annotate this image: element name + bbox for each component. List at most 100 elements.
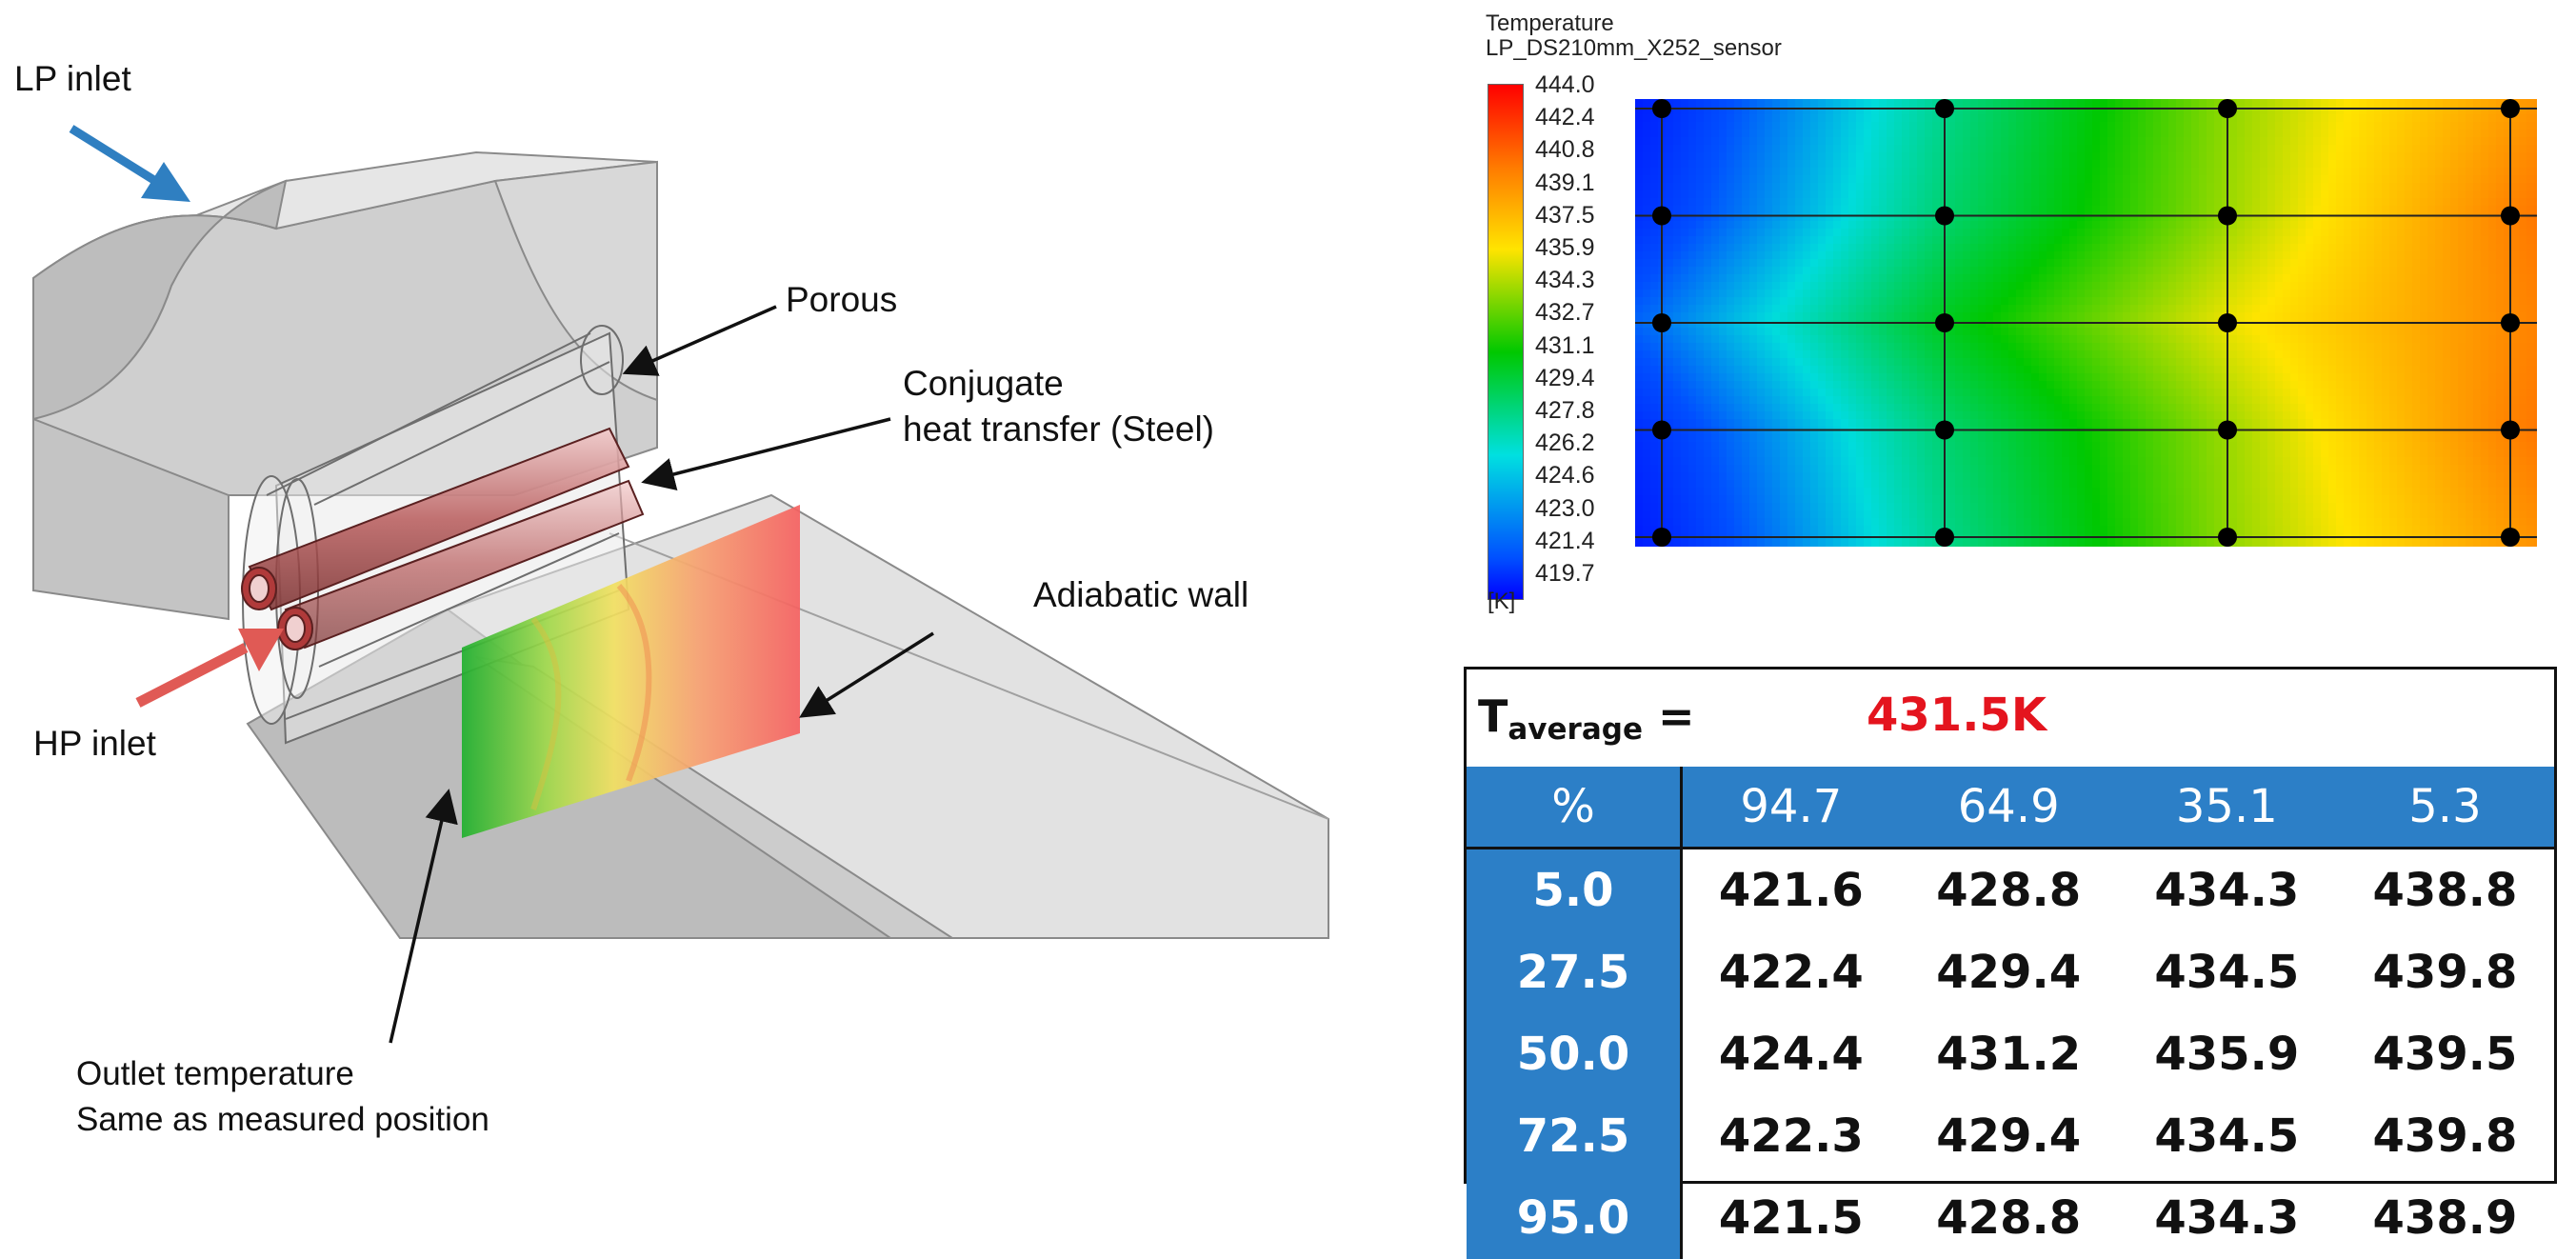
contour-cell	[1696, 305, 1705, 313]
contour-cell	[2336, 145, 2345, 153]
contour-cell	[1673, 122, 1682, 130]
contour-cell	[2283, 244, 2291, 252]
contour-cell	[2488, 381, 2497, 390]
contour-cell	[1643, 145, 1651, 153]
contour-cell	[2405, 122, 2413, 130]
contour-cell	[2427, 320, 2436, 329]
contour-cell	[2130, 404, 2139, 412]
contour-cell	[2328, 335, 2337, 344]
contour-cell	[2245, 198, 2253, 207]
contour-cell	[2511, 236, 2520, 245]
contour-cell	[1917, 183, 1926, 191]
contour-cell	[2397, 244, 2406, 252]
contour-cell	[2100, 175, 2108, 184]
contour-cell	[1887, 99, 1895, 108]
contour-cell	[2351, 373, 2360, 382]
contour-cell	[2184, 404, 2192, 412]
contour-cell	[2283, 396, 2291, 405]
contour-cell	[2534, 137, 2537, 146]
contour-cell	[2526, 122, 2535, 130]
contour-cell	[1795, 389, 1804, 397]
contour-cell	[1826, 389, 1834, 397]
contour-cell	[2184, 160, 2192, 169]
contour-cell	[1696, 373, 1705, 382]
contour-cell	[1894, 152, 1903, 161]
contour-cell	[2069, 213, 2078, 222]
contour-cell	[2351, 221, 2360, 230]
contour-cell	[2389, 236, 2398, 245]
contour-cell	[2146, 358, 2154, 367]
contour-cell	[2237, 229, 2246, 237]
contour-cell	[2389, 206, 2398, 214]
contour-cell	[2427, 190, 2436, 199]
contour-cell	[1894, 99, 1903, 108]
contour-cell	[2176, 160, 2185, 169]
contour-cell	[2100, 366, 2108, 374]
hp-inlet-label: HP inlet	[33, 722, 156, 766]
contour-cell	[1666, 305, 1674, 313]
contour-cell	[2420, 236, 2428, 245]
contour-cell	[2107, 190, 2116, 199]
contour-cell	[2123, 190, 2131, 199]
contour-cell	[2488, 175, 2497, 184]
contour-cell	[1818, 320, 1827, 329]
contour-cell	[2466, 130, 2474, 138]
contour-cell	[2214, 130, 2223, 138]
contour-cell	[2054, 373, 2063, 382]
contour-cell	[2184, 312, 2192, 321]
contour-cell	[2207, 236, 2215, 245]
contour-cell	[1696, 137, 1705, 146]
contour-cell	[1963, 99, 1971, 108]
contour-cell	[2267, 297, 2276, 306]
contour-cell	[1818, 297, 1827, 306]
contour-cell	[2427, 122, 2436, 130]
contour-cell	[2153, 160, 2162, 169]
contour-cell	[1719, 137, 1727, 146]
contour-cell	[2481, 190, 2489, 199]
contour-cell	[2130, 335, 2139, 344]
contour-cell	[2328, 183, 2337, 191]
contour-cell	[1925, 404, 1933, 412]
contour-cell	[2245, 244, 2253, 252]
contour-cell	[1818, 213, 1827, 222]
contour-cell	[1925, 373, 1933, 382]
contour-cell	[2267, 396, 2276, 405]
contour-cell	[2420, 404, 2428, 412]
contour-cell	[1925, 183, 1933, 191]
contour-cell	[2526, 198, 2535, 207]
contour-cell	[2054, 381, 2063, 390]
contour-cell	[1978, 251, 1987, 260]
contour-cell	[2069, 198, 2078, 207]
contour-cell	[2153, 190, 2162, 199]
contour-cell	[2054, 305, 2063, 313]
contour-cell	[2008, 190, 2017, 199]
contour-cell	[1749, 350, 1758, 359]
contour-cell	[2481, 206, 2489, 214]
contour-cell	[2427, 396, 2436, 405]
contour-cell	[2450, 114, 2459, 123]
contour-cell	[2123, 373, 2131, 382]
contour-cell	[2458, 366, 2466, 374]
contour-cell	[1795, 396, 1804, 405]
contour-cell	[1970, 122, 1979, 130]
contour-cell	[1841, 190, 1849, 199]
contour-cell	[2100, 282, 2108, 290]
contour-cell	[1993, 183, 2002, 191]
contour-cell	[1757, 259, 1766, 268]
contour-cell	[1818, 114, 1827, 123]
contour-cell	[1978, 396, 1987, 405]
contour-cell	[2176, 312, 2185, 321]
contour-cell	[2389, 130, 2398, 138]
contour-cell	[2130, 130, 2139, 138]
contour-cell	[1704, 221, 1712, 230]
contour-cell	[2435, 137, 2444, 146]
contour-cell	[2245, 145, 2253, 153]
contour-cell	[2298, 206, 2306, 214]
contour-cell	[1947, 267, 1956, 275]
contour-cell	[2351, 206, 2360, 214]
contour-cell	[2123, 343, 2131, 351]
contour-cell	[2481, 168, 2489, 176]
contour-cell	[1780, 130, 1788, 138]
contour-cell	[1719, 404, 1727, 412]
contour-cell	[2199, 373, 2207, 382]
